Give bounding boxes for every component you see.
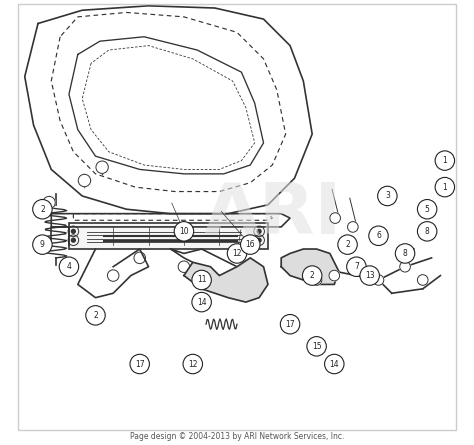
FancyBboxPatch shape [69, 222, 268, 249]
Circle shape [192, 270, 211, 290]
Circle shape [395, 244, 415, 263]
Text: 17: 17 [135, 360, 145, 368]
Circle shape [338, 235, 357, 255]
Circle shape [192, 292, 211, 312]
Text: ARI: ARI [203, 179, 342, 248]
Circle shape [280, 315, 300, 334]
Text: 2: 2 [345, 240, 350, 249]
Circle shape [240, 235, 260, 255]
Circle shape [227, 244, 247, 263]
Circle shape [347, 222, 358, 232]
Text: 12: 12 [188, 360, 198, 368]
Text: 8: 8 [425, 227, 429, 236]
Circle shape [130, 354, 149, 374]
Circle shape [256, 229, 262, 234]
Text: 10: 10 [179, 227, 189, 236]
Circle shape [329, 270, 339, 281]
Circle shape [330, 213, 340, 223]
Text: 9: 9 [40, 240, 45, 249]
Circle shape [33, 199, 52, 219]
Text: 2: 2 [93, 311, 98, 320]
Text: 6: 6 [376, 231, 381, 240]
Circle shape [71, 238, 76, 243]
Text: Page design © 2004-2013 by ARI Network Services, Inc.: Page design © 2004-2013 by ARI Network S… [130, 433, 344, 441]
Text: 8: 8 [403, 249, 408, 258]
Circle shape [311, 275, 322, 285]
Circle shape [400, 261, 410, 272]
Circle shape [373, 275, 384, 285]
Text: 11: 11 [197, 275, 206, 284]
Circle shape [43, 196, 55, 209]
Text: 1: 1 [442, 156, 447, 165]
Circle shape [59, 257, 79, 276]
Text: 15: 15 [312, 342, 321, 351]
Circle shape [346, 257, 366, 276]
Text: 4: 4 [66, 262, 72, 271]
Circle shape [183, 354, 202, 374]
Polygon shape [281, 249, 339, 284]
Text: 13: 13 [365, 271, 374, 280]
Text: 2: 2 [310, 271, 315, 280]
Circle shape [86, 306, 105, 325]
Circle shape [71, 229, 76, 234]
Circle shape [78, 174, 91, 187]
Polygon shape [184, 258, 268, 302]
Circle shape [369, 226, 388, 246]
Text: 3: 3 [385, 191, 390, 200]
Circle shape [378, 186, 397, 206]
Circle shape [307, 336, 326, 356]
Text: 14: 14 [197, 298, 207, 307]
Circle shape [256, 238, 262, 243]
Text: 14: 14 [329, 360, 339, 368]
Text: 2: 2 [40, 205, 45, 214]
Text: 7: 7 [354, 262, 359, 271]
Text: 1: 1 [442, 182, 447, 192]
Circle shape [174, 222, 194, 241]
Circle shape [325, 354, 344, 374]
Circle shape [435, 151, 455, 170]
Text: 17: 17 [285, 320, 295, 329]
Circle shape [33, 235, 52, 255]
Circle shape [418, 275, 428, 285]
Text: 5: 5 [425, 205, 429, 214]
Text: 16: 16 [246, 240, 255, 249]
Circle shape [435, 178, 455, 197]
Circle shape [418, 199, 437, 219]
Text: 12: 12 [232, 249, 242, 258]
Circle shape [418, 222, 437, 241]
Circle shape [96, 161, 109, 174]
Circle shape [360, 266, 379, 285]
Circle shape [302, 266, 322, 285]
